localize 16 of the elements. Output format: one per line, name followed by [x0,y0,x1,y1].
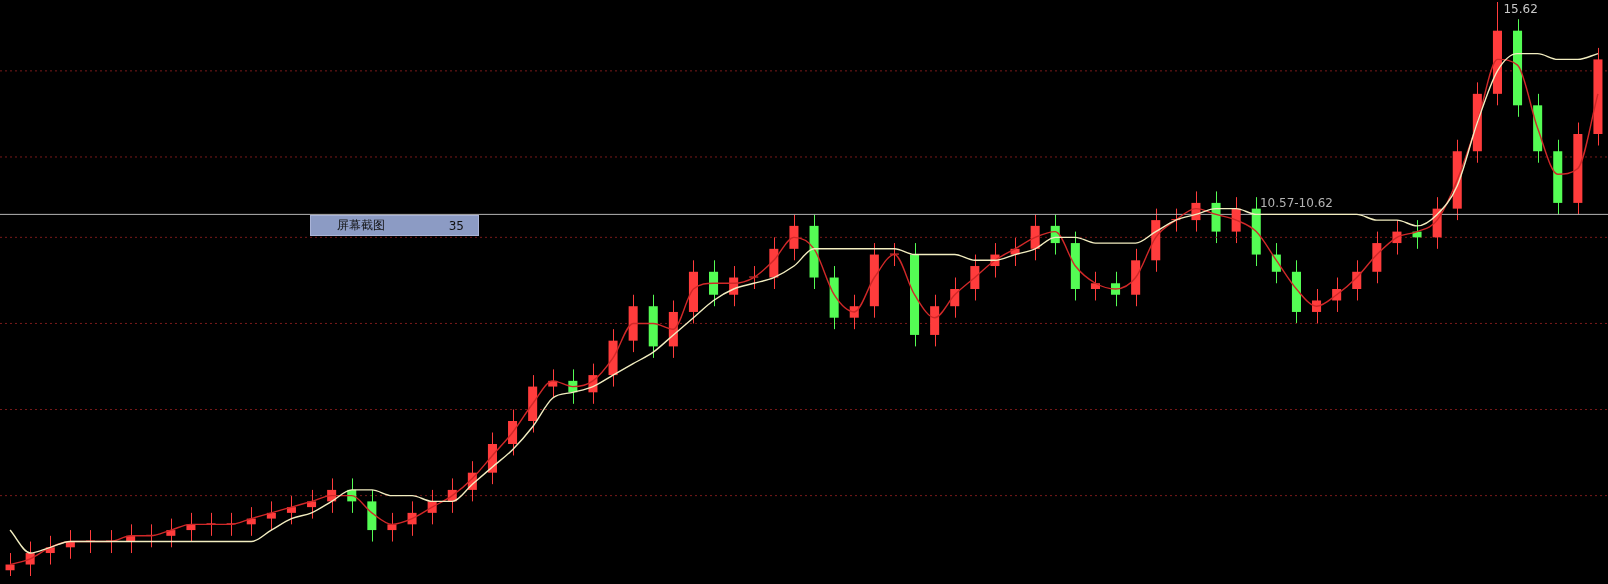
candlestick [206,512,216,537]
caption-box: 屏幕截图 35 [310,215,479,236]
candlestick [266,500,276,531]
candlestick [286,495,296,525]
annotation: 15.62 [1503,2,1538,17]
candlestick [1111,271,1121,307]
annotation: 屏幕截图 [337,217,385,234]
candlestick [709,259,719,307]
candlestick [508,409,518,456]
annotation: 10.57-10.62 [1259,195,1333,210]
candlestick [970,254,980,301]
annotation: 35 [448,218,464,233]
candlestick [1231,196,1241,244]
candlestick [789,213,799,261]
candlestick [387,512,397,543]
candlestick [307,489,317,520]
